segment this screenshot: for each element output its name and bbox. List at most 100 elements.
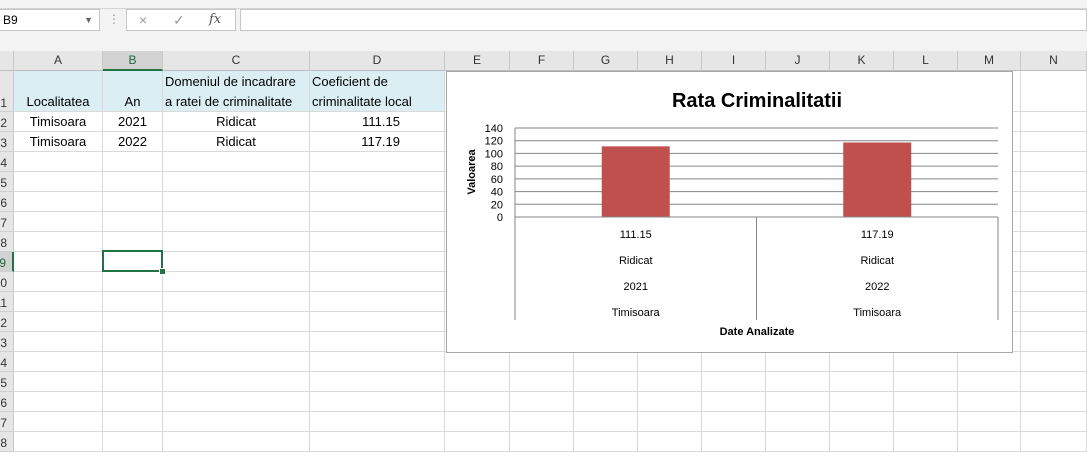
grid-cell[interactable] xyxy=(1021,272,1087,292)
column-header-e[interactable]: E xyxy=(445,51,510,71)
row-header-13[interactable]: 13 xyxy=(0,332,14,352)
cell-d3[interactable]: 117.19 xyxy=(310,132,445,152)
row-header-1[interactable]: 1 xyxy=(0,71,14,112)
column-header-d[interactable]: D xyxy=(310,51,445,71)
cell-c1[interactable]: Domeniul de incadrare a ratei de crimina… xyxy=(163,71,310,112)
row-header-10[interactable]: 10 xyxy=(0,272,14,292)
row-header-11[interactable]: 11 xyxy=(0,292,14,312)
grid-cell[interactable] xyxy=(830,392,894,412)
grid-cell[interactable] xyxy=(702,352,766,372)
grid-cell[interactable] xyxy=(894,372,958,392)
grid-cell[interactable] xyxy=(1021,292,1087,312)
grid-cell[interactable] xyxy=(14,152,103,172)
grid-cell[interactable] xyxy=(766,352,830,372)
grid-cell[interactable] xyxy=(830,432,894,452)
grid-cell[interactable] xyxy=(163,412,310,432)
grid-cell[interactable] xyxy=(1021,132,1087,152)
grid-cell[interactable] xyxy=(14,352,103,372)
cancel-icon[interactable]: × xyxy=(139,12,148,28)
fill-handle[interactable] xyxy=(159,268,166,275)
grid-cell[interactable] xyxy=(310,312,445,332)
grid-cell[interactable] xyxy=(310,232,445,252)
name-box-dropdown-icon[interactable]: ▼ xyxy=(84,15,93,25)
column-header-g[interactable]: G xyxy=(574,51,638,71)
grid-cell[interactable] xyxy=(163,292,310,312)
grid-cell[interactable] xyxy=(310,292,445,312)
grid-cell[interactable] xyxy=(445,432,510,452)
row-header-17[interactable]: 17 xyxy=(0,412,14,432)
cell-d1[interactable]: Coeficient de criminalitate local xyxy=(310,71,445,112)
grid-cell[interactable] xyxy=(1021,312,1087,332)
grid-cell[interactable] xyxy=(445,372,510,392)
grid-cell[interactable] xyxy=(103,172,163,192)
grid-cell[interactable] xyxy=(1021,192,1087,212)
grid-cell[interactable] xyxy=(310,272,445,292)
grid-cell[interactable] xyxy=(766,412,830,432)
grid-cell[interactable] xyxy=(14,272,103,292)
grid-cell[interactable] xyxy=(1021,352,1087,372)
cell-c2[interactable]: Ridicat xyxy=(163,112,310,132)
grid-cell[interactable] xyxy=(1021,432,1087,452)
column-header-n[interactable]: N xyxy=(1021,51,1087,71)
grid-cell[interactable] xyxy=(310,352,445,372)
grid-cell[interactable] xyxy=(14,192,103,212)
grid-cell[interactable] xyxy=(702,372,766,392)
grid-cell[interactable] xyxy=(14,252,103,272)
row-header-8[interactable]: 8 xyxy=(0,232,14,252)
grid-cell[interactable] xyxy=(14,412,103,432)
grid-cell[interactable] xyxy=(510,352,574,372)
grid-cell[interactable] xyxy=(14,392,103,412)
grid-cell[interactable] xyxy=(894,352,958,372)
grid-cell[interactable] xyxy=(103,372,163,392)
grid-cell[interactable] xyxy=(14,312,103,332)
cell-c3[interactable]: Ridicat xyxy=(163,132,310,152)
column-header-j[interactable]: J xyxy=(766,51,830,71)
grid-cell[interactable] xyxy=(1021,232,1087,252)
grid-cell[interactable] xyxy=(310,152,445,172)
grid-cell[interactable] xyxy=(14,332,103,352)
grid-cell[interactable] xyxy=(163,192,310,212)
grid-cell[interactable] xyxy=(103,272,163,292)
column-header-h[interactable]: H xyxy=(638,51,702,71)
grid-cell[interactable] xyxy=(103,312,163,332)
grid-cell[interactable] xyxy=(894,432,958,452)
column-header-c[interactable]: C xyxy=(163,51,310,71)
grid-cell[interactable] xyxy=(163,212,310,232)
grid-cell[interactable] xyxy=(1021,112,1087,132)
grid-cell[interactable] xyxy=(103,292,163,312)
grid-cell[interactable] xyxy=(445,392,510,412)
row-header-3[interactable]: 3 xyxy=(0,132,14,152)
grid-cell[interactable] xyxy=(103,392,163,412)
row-header-6[interactable]: 6 xyxy=(0,192,14,212)
cell-b1[interactable]: An xyxy=(103,71,163,112)
grid-cell[interactable] xyxy=(310,332,445,352)
grid-cell[interactable] xyxy=(574,392,638,412)
grid-cell[interactable] xyxy=(163,432,310,452)
row-header-18[interactable]: 18 xyxy=(0,432,14,452)
grid-cell[interactable] xyxy=(310,172,445,192)
cell-a2[interactable]: Timisoara xyxy=(14,112,103,132)
grid-cell[interactable] xyxy=(445,412,510,432)
row-header-5[interactable]: 5 xyxy=(0,172,14,192)
column-header-m[interactable]: M xyxy=(958,51,1021,71)
grid-cell[interactable] xyxy=(958,432,1021,452)
row-header-12[interactable]: 12 xyxy=(0,312,14,332)
grid-cell[interactable] xyxy=(103,352,163,372)
grid-cell[interactable] xyxy=(163,272,310,292)
grid-cell[interactable] xyxy=(1021,332,1087,352)
column-header-i[interactable]: I xyxy=(702,51,766,71)
grid-cell[interactable] xyxy=(894,392,958,412)
bar-1[interactable] xyxy=(601,146,670,217)
grid-cell[interactable] xyxy=(1021,152,1087,172)
grid-cell[interactable] xyxy=(310,252,445,272)
grid-cell[interactable] xyxy=(638,392,702,412)
cell-a1[interactable]: Localitatea xyxy=(14,71,103,112)
grid-cell[interactable] xyxy=(638,372,702,392)
grid-cell[interactable] xyxy=(163,332,310,352)
column-header-k[interactable]: K xyxy=(830,51,894,71)
row-header-7[interactable]: 7 xyxy=(0,212,14,232)
chart-area[interactable]: 0 20 40 60 80 100 120 140 111.15 Ridicat 2021 Timi… xyxy=(446,71,1013,353)
cell-b2[interactable]: 2021 xyxy=(103,112,163,132)
grid-cell[interactable] xyxy=(766,372,830,392)
grid-cell[interactable] xyxy=(830,352,894,372)
